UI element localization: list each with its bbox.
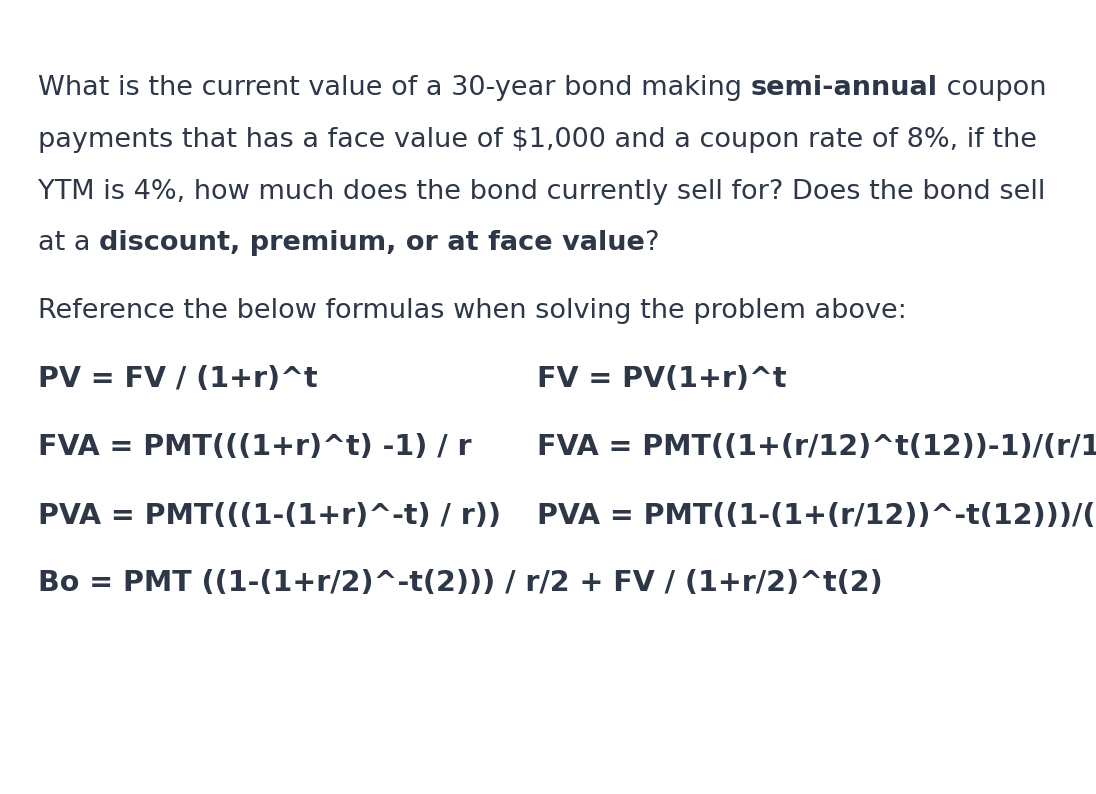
Text: ?: ? [646, 230, 660, 256]
Text: payments that has a face value of $1,000 and a coupon rate of 8%, if the: payments that has a face value of $1,000… [38, 127, 1037, 153]
Text: PVA = PMT((1-(1+(r/12))^-t(12)))/(r/12): PVA = PMT((1-(1+(r/12))^-t(12)))/(r/12) [537, 502, 1096, 530]
Text: PV = FV / (1+r)^t: PV = FV / (1+r)^t [38, 365, 318, 393]
Text: YTM is 4%, how much does the bond currently sell for? Does the bond sell: YTM is 4%, how much does the bond curren… [38, 179, 1046, 205]
Text: coupon: coupon [938, 75, 1047, 102]
Text: semi-annual: semi-annual [751, 75, 938, 102]
Text: What is the current value of a 30-year bond making: What is the current value of a 30-year b… [38, 75, 751, 102]
Text: FVA = PMT((1+(r/12)^t(12))-1)/(r/12): FVA = PMT((1+(r/12)^t(12))-1)/(r/12) [537, 433, 1096, 461]
Text: PVA = PMT(((1-(1+r)^-t) / r)): PVA = PMT(((1-(1+r)^-t) / r)) [38, 502, 501, 530]
Text: at a: at a [38, 230, 100, 256]
Text: FVA = PMT(((1+r)^t) -1) / r: FVA = PMT(((1+r)^t) -1) / r [38, 433, 472, 461]
Text: Bo = PMT ((1-(1+r/2)^-t(2))) / r/2 + FV / (1+r/2)^t(2): Bo = PMT ((1-(1+r/2)^-t(2))) / r/2 + FV … [38, 569, 883, 597]
Text: discount, premium, or at face value: discount, premium, or at face value [100, 230, 646, 256]
Text: FV = PV(1+r)^t: FV = PV(1+r)^t [537, 365, 787, 393]
Text: Reference the below formulas when solving the problem above:: Reference the below formulas when solvin… [38, 298, 907, 324]
